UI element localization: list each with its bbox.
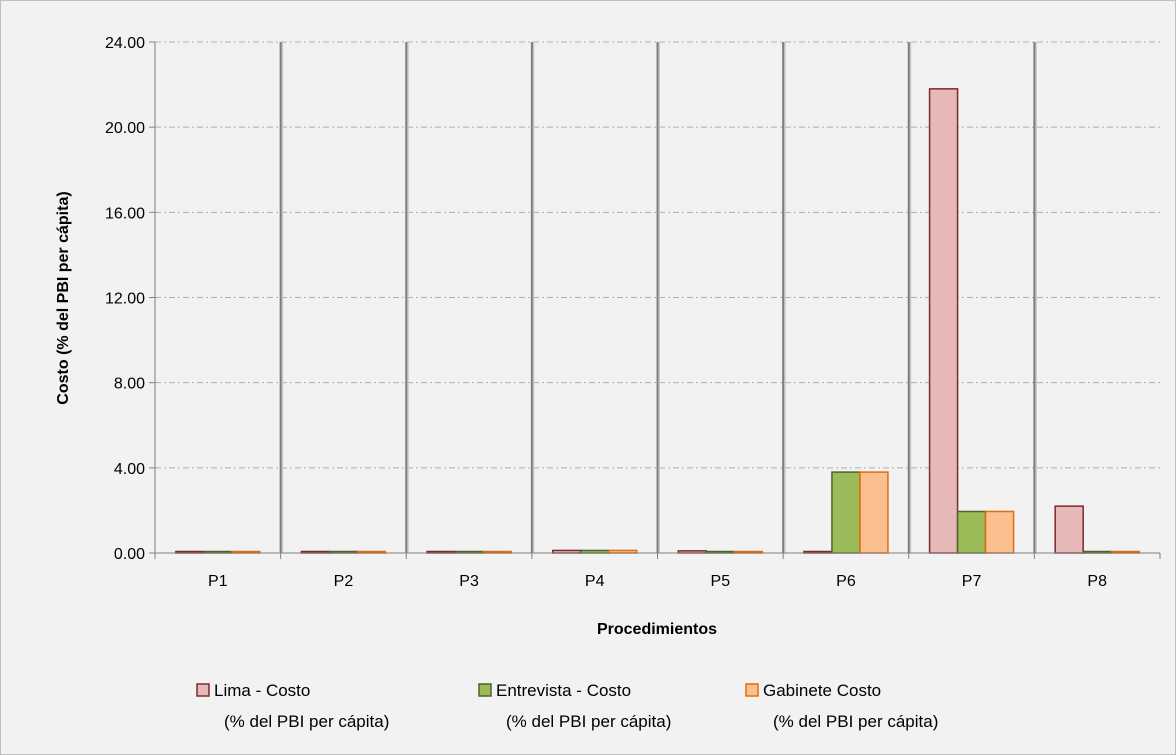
legend-label-line2: (% del PBI per cápita)	[773, 712, 938, 731]
y-tick-label: 8.00	[114, 376, 145, 393]
x-tick-label: P7	[962, 573, 982, 590]
x-tick-label: P8	[1087, 573, 1107, 590]
bar-p8-series-1	[1054, 505, 1084, 554]
y-tick-label: 4.00	[114, 461, 145, 478]
category-separators	[279, 42, 1037, 553]
legend-label: Gabinete Costo	[763, 681, 881, 700]
bar-p7-series-2	[956, 510, 987, 554]
x-tick-label: P4	[585, 573, 605, 590]
y-tick-label: 24.00	[105, 35, 145, 52]
y-tick-label: 0.00	[114, 546, 145, 563]
y-tick-label: 16.00	[105, 205, 145, 222]
legend-item-series-3: Gabinete Costo (% del PBI per cápita)	[745, 681, 938, 731]
bar-p7-series-3	[984, 510, 1015, 554]
axes-layer	[149, 41, 1161, 559]
x-tick-label: P6	[836, 573, 856, 590]
legend: Lima - Costo(% del PBI per cápita)Entrev…	[196, 681, 938, 731]
x-tick-label: P5	[711, 573, 731, 590]
bars-layer	[175, 88, 1140, 554]
x-tick-label: P3	[459, 573, 479, 590]
y-axis-title: Costo (% del PBI per cápita)	[55, 191, 72, 404]
legend-item-series-2: Entrevista - Costo (% del PBI per cápita)	[478, 681, 671, 731]
bar-p6-series-3	[859, 471, 889, 554]
x-tick-label: P1	[208, 573, 228, 590]
legend-swatch	[745, 683, 759, 697]
y-tick-labels: 0.00 4.00 8.00 12.00 16.00 20.00 24.00	[105, 35, 145, 563]
x-tick-labels: P1 P2 P3 P4 P5 P6 P7 P8	[208, 573, 1107, 590]
x-axis-title: Procedimientos	[597, 621, 717, 638]
x-tick-label: P2	[334, 573, 354, 590]
legend-item-series-1: Lima - Costo (% del PBI per cápita)	[196, 681, 389, 731]
legend-label: Entrevista - Costo	[496, 681, 631, 700]
bar-p7-series-1	[928, 88, 959, 554]
legend-swatch	[478, 683, 492, 697]
bar-p6-series-2	[831, 471, 861, 554]
y-tick-label: 20.00	[105, 120, 145, 137]
legend-swatch	[196, 683, 210, 697]
legend-label-line2: (% del PBI per cápita)	[506, 712, 671, 731]
legend-label: Lima - Costo	[214, 681, 310, 700]
legend-label-line2: (% del PBI per cápita)	[224, 712, 389, 731]
y-tick-label: 12.00	[105, 291, 145, 308]
